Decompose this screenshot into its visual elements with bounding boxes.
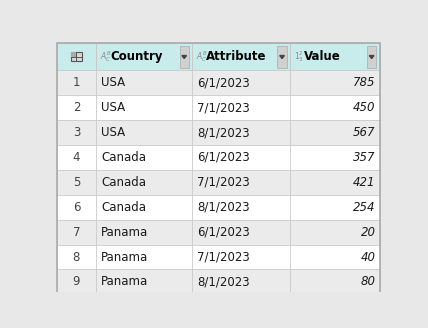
Bar [192, 43, 290, 71]
Bar [290, 120, 380, 145]
Bar [192, 145, 290, 170]
Text: USA: USA [101, 126, 125, 139]
Text: Canada: Canada [101, 201, 146, 214]
Text: Panama: Panama [101, 276, 149, 288]
Bar [96, 43, 192, 71]
Text: 6/1/2023: 6/1/2023 [197, 226, 250, 239]
Bar [57, 269, 96, 294]
Bar [57, 95, 96, 120]
Text: 254: 254 [353, 201, 376, 214]
Text: 8/1/2023: 8/1/2023 [197, 126, 250, 139]
Text: 7: 7 [73, 226, 80, 239]
Bar [192, 71, 290, 95]
Text: 8: 8 [73, 251, 80, 263]
Bar [71, 52, 76, 57]
Bar [96, 120, 192, 145]
Bar [96, 195, 192, 220]
Text: 7/1/2023: 7/1/2023 [197, 101, 250, 114]
Bar [290, 220, 380, 245]
Text: 567: 567 [353, 126, 376, 139]
Bar [290, 95, 380, 120]
Bar [57, 195, 96, 220]
Text: Canada: Canada [101, 176, 146, 189]
Bar [57, 120, 96, 145]
Bar [277, 46, 287, 68]
Text: Attribute: Attribute [206, 50, 267, 63]
Text: 421: 421 [353, 176, 376, 189]
Text: $1^2_3$: $1^2_3$ [294, 49, 304, 64]
Bar [290, 245, 380, 269]
Bar [192, 95, 290, 120]
Bar [290, 170, 380, 195]
Bar [57, 43, 96, 71]
Text: 9: 9 [73, 276, 80, 288]
Bar [96, 95, 192, 120]
Bar [57, 71, 96, 95]
Text: 8/1/2023: 8/1/2023 [197, 276, 250, 288]
Text: 2: 2 [73, 101, 80, 114]
Text: $A^B_C$: $A^B_C$ [196, 49, 208, 64]
Text: 20: 20 [360, 226, 376, 239]
Text: 1: 1 [73, 76, 80, 89]
Text: USA: USA [101, 76, 125, 89]
Text: 80: 80 [360, 276, 376, 288]
Text: Canada: Canada [101, 151, 146, 164]
Bar [192, 170, 290, 195]
Text: 6: 6 [73, 201, 80, 214]
Text: 3: 3 [73, 126, 80, 139]
Bar [290, 195, 380, 220]
Polygon shape [280, 55, 284, 59]
Bar [96, 245, 192, 269]
Text: Panama: Panama [101, 251, 149, 263]
Text: 5: 5 [73, 176, 80, 189]
Bar [290, 269, 380, 294]
Bar [96, 145, 192, 170]
Bar [290, 43, 380, 71]
Bar [367, 46, 376, 68]
Text: 7/1/2023: 7/1/2023 [197, 251, 250, 263]
Text: 40: 40 [360, 251, 376, 263]
Bar [96, 269, 192, 294]
Bar [57, 170, 96, 195]
Text: Country: Country [110, 50, 162, 63]
Bar [192, 195, 290, 220]
Bar [192, 245, 290, 269]
Bar [57, 220, 96, 245]
Text: 450: 450 [353, 101, 376, 114]
Text: 785: 785 [353, 76, 376, 89]
Text: Panama: Panama [101, 226, 149, 239]
Text: 7/1/2023: 7/1/2023 [197, 176, 250, 189]
Bar [179, 46, 189, 68]
Bar [96, 170, 192, 195]
Bar [290, 71, 380, 95]
Text: 6/1/2023: 6/1/2023 [197, 76, 250, 89]
Text: 357: 357 [353, 151, 376, 164]
Bar [96, 71, 192, 95]
Bar [290, 145, 380, 170]
Polygon shape [182, 55, 187, 59]
Polygon shape [369, 55, 374, 59]
Text: 4: 4 [73, 151, 80, 164]
Bar [96, 220, 192, 245]
Text: 8/1/2023: 8/1/2023 [197, 201, 250, 214]
Bar [192, 269, 290, 294]
Bar [57, 245, 96, 269]
Text: $A^B_C$: $A^B_C$ [100, 49, 112, 64]
Bar [71, 52, 82, 61]
Text: Value: Value [304, 50, 341, 63]
Bar [192, 120, 290, 145]
Text: 6/1/2023: 6/1/2023 [197, 151, 250, 164]
Bar [57, 145, 96, 170]
Text: USA: USA [101, 101, 125, 114]
Bar [192, 220, 290, 245]
